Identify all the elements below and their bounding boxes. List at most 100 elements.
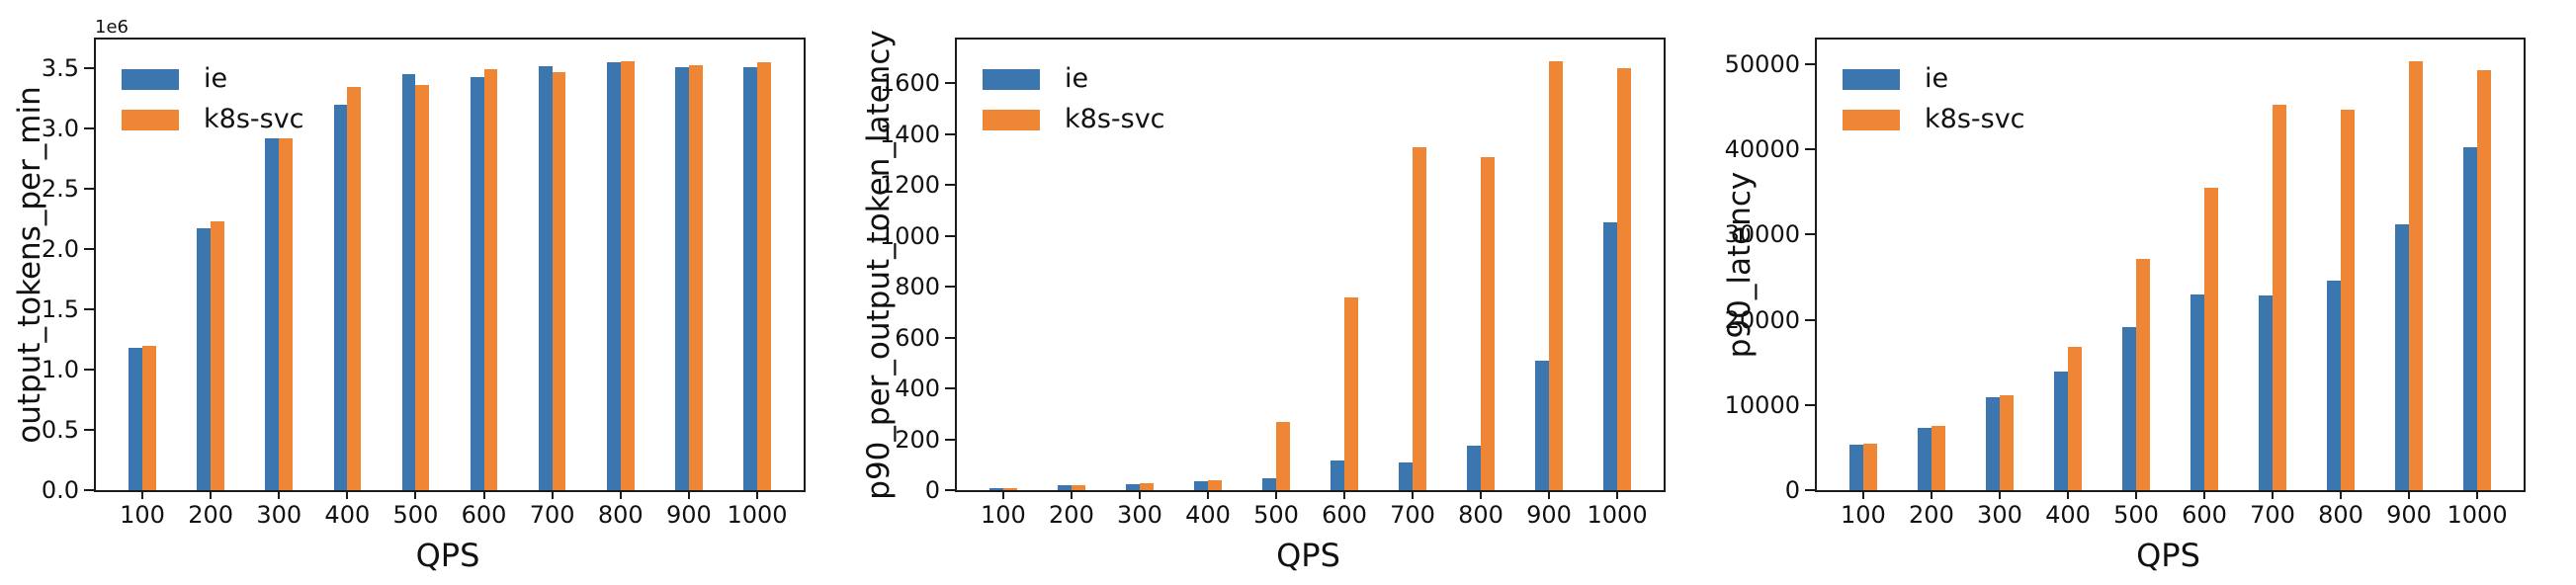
x-tick-label: 400 [1185, 501, 1231, 529]
y-tick-mark [84, 369, 94, 372]
x-tick-label: 100 [981, 501, 1026, 529]
legend-label-k8s-svc: k8s-svc [204, 104, 304, 134]
x-tick-label: 1000 [1587, 501, 1648, 529]
x-tick-mark [2203, 490, 2205, 499]
y-tick-label: 1.0 [41, 356, 79, 384]
bar-ie-qps-500 [1262, 477, 1276, 490]
y-tick-label: 3.0 [41, 115, 79, 143]
bar-ie-qps-300 [1126, 483, 1140, 490]
x-tick-mark [1274, 490, 1277, 499]
bar-k8s-svc-qps-100 [141, 345, 156, 490]
bar-k8s-svc-qps-700 [2273, 105, 2286, 490]
y-tick-mark [945, 132, 955, 135]
bar-k8s-svc-qps-200 [1071, 485, 1085, 490]
y-tick-mark [945, 234, 955, 237]
bar-ie-qps-800 [1467, 446, 1482, 490]
x-tick-label: 300 [1117, 501, 1162, 529]
y-tick-mark [945, 387, 955, 390]
legend-label-k8s-svc: k8s-svc [1065, 104, 1165, 134]
legend-label-k8s-svc: k8s-svc [1925, 104, 2025, 134]
bar-k8s-svc-qps-400 [2067, 347, 2082, 490]
x-tick-label: 900 [2386, 501, 2432, 529]
legend-swatch-k8s-svc [1843, 109, 1900, 130]
x-tick-mark [1070, 490, 1073, 499]
bar-k8s-svc-qps-1000 [757, 62, 771, 490]
x-axis-label: QPS [415, 537, 480, 574]
y-tick-label: 3.5 [41, 54, 79, 83]
legend: ie k8s-svc [1843, 65, 2025, 133]
x-tick-label: 500 [2113, 501, 2159, 529]
y-tick-mark [1805, 233, 1815, 236]
x-tick-label: 600 [461, 501, 507, 529]
x-tick-mark [551, 490, 554, 499]
legend: ie k8s-svc [122, 65, 304, 133]
x-tick-label: 600 [1322, 501, 1367, 529]
y-tick-mark [1805, 489, 1815, 491]
bar-k8s-svc-qps-900 [1549, 60, 1563, 490]
y-tick-label: 200 [895, 425, 940, 454]
x-tick-label: 500 [1253, 501, 1299, 529]
y-tick-mark [945, 438, 955, 441]
x-tick-label: 200 [1909, 501, 1954, 529]
y-tick-label: 600 [895, 323, 940, 352]
y-tick-label: 20000 [1724, 305, 1800, 334]
x-tick-mark [2272, 490, 2275, 499]
legend-label-ie: ie [1065, 63, 1089, 94]
bar-k8s-svc-qps-600 [2204, 188, 2218, 490]
legend-swatch-ie [122, 68, 179, 90]
x-axis-label: QPS [2136, 537, 2200, 574]
x-tick-mark [210, 490, 213, 499]
bar-k8s-svc-qps-200 [211, 221, 224, 490]
bar-k8s-svc-qps-600 [483, 69, 498, 490]
y-tick-mark [1805, 403, 1815, 406]
x-tick-label: 300 [1977, 501, 2022, 529]
y-tick-mark [945, 184, 955, 187]
x-tick-mark [2340, 490, 2343, 499]
x-tick-label: 800 [597, 501, 644, 529]
x-tick-label: 600 [2182, 501, 2227, 529]
x-tick-mark [1998, 490, 2001, 499]
y-tick-label: 1600 [879, 69, 940, 98]
bar-k8s-svc-qps-500 [415, 85, 430, 490]
legend-item-k8s-svc: k8s-svc [122, 106, 304, 133]
plot-area: ie k8s-svc [1815, 38, 2526, 492]
bar-k8s-svc-qps-300 [1139, 483, 1154, 490]
x-tick-mark [1548, 490, 1551, 499]
y-tick-mark [1805, 318, 1815, 321]
x-tick-label: 200 [188, 501, 233, 529]
y-tick-mark [1805, 148, 1815, 151]
bar-ie-qps-400 [2054, 372, 2068, 490]
y-tick-mark [84, 248, 94, 251]
bar-ie-qps-1000 [2463, 147, 2478, 490]
y-tick-label: 800 [895, 273, 940, 301]
x-tick-mark [2134, 490, 2137, 499]
x-tick-label: 500 [392, 501, 439, 529]
y-tick-mark [84, 127, 94, 130]
bar-k8s-svc-qps-700 [552, 71, 566, 490]
y-tick-label: 1200 [879, 171, 940, 200]
x-tick-mark [1412, 490, 1415, 499]
y-tick-label: 2.0 [41, 235, 79, 264]
bar-ie-qps-100 [989, 487, 1003, 490]
bar-ie-qps-700 [1399, 462, 1414, 490]
y-tick-mark [945, 82, 955, 85]
legend-label-ie: ie [204, 63, 228, 94]
y-tick-label: 50000 [1724, 49, 1800, 78]
bar-ie-qps-900 [675, 67, 689, 490]
bar-ie-qps-800 [606, 62, 621, 490]
bar-k8s-svc-qps-400 [1207, 479, 1222, 490]
y-tick-label: 0 [924, 476, 940, 504]
bar-ie-qps-100 [129, 348, 142, 490]
bar-k8s-svc-qps-200 [1931, 426, 1945, 490]
bar-ie-qps-100 [1849, 445, 1863, 490]
legend-swatch-k8s-svc [983, 109, 1040, 130]
x-tick-label: 400 [2045, 501, 2091, 529]
x-tick-label: 800 [2318, 501, 2363, 529]
x-tick-mark [1930, 490, 1932, 499]
y-tick-label: 400 [895, 375, 940, 403]
chart-output-tokens-per-min: output_tokens_per_min 1e6 ie k8s-svc QPS… [0, 0, 859, 585]
x-tick-label: 400 [324, 501, 371, 529]
legend-swatch-ie [1843, 68, 1900, 90]
x-tick-mark [1861, 490, 1864, 499]
x-tick-mark [414, 490, 417, 499]
